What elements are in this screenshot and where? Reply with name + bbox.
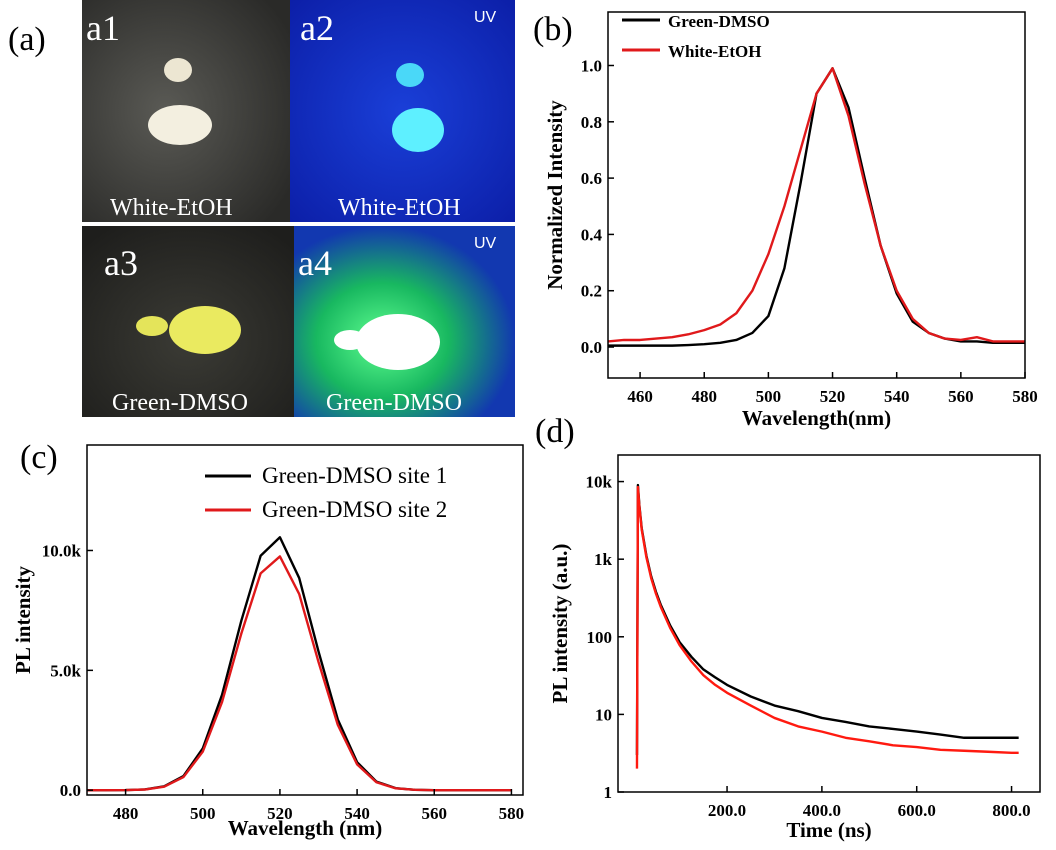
series-line [608, 67, 1025, 343]
sample [136, 316, 168, 336]
series-line [87, 536, 512, 792]
x-tick-label: 520 [820, 387, 846, 406]
photo-panel: (a) a1 White-EtOH a2 UV White-EtOH a3 Gr… [8, 0, 515, 417]
x-tick-label: 480 [691, 387, 717, 406]
y-axis-label: PL intensity [11, 566, 35, 674]
tile-id: a1 [86, 8, 120, 48]
x-tick-label: 460 [627, 387, 653, 406]
sample [334, 330, 366, 350]
y-tick-label: 100 [587, 628, 613, 647]
legend-label: Green-DMSO site 2 [262, 497, 447, 522]
panel-label: (a) [8, 21, 46, 58]
x-tick-label: 480 [113, 804, 139, 823]
x-axis-label: Time (ns) [786, 818, 871, 842]
tile-id: a3 [104, 243, 138, 283]
x-axis-label: Wavelength (nm) [228, 816, 383, 840]
x-tick-label: 580 [499, 804, 525, 823]
series-line [635, 485, 1019, 769]
x-tick-label: 580 [1012, 387, 1038, 406]
y-tick-label: 10.0k [42, 541, 82, 560]
x-tick-label: 400.0 [803, 801, 841, 820]
y-tick-label: 0.4 [581, 225, 603, 244]
tile-id: a2 [300, 8, 334, 48]
x-tick-label: 800.0 [992, 801, 1030, 820]
legend-label: White-EtOH [668, 42, 762, 61]
series-line [608, 67, 1025, 347]
x-tick-label: 560 [948, 387, 974, 406]
tile-tag: UV [474, 9, 497, 26]
chart: 200.0 400.0 600.0 800.0 1 10 100 1k 10k Time (ns)… [535, 413, 1041, 842]
x-tick-label: 600.0 [898, 801, 936, 820]
panel-label: (d) [535, 413, 575, 450]
chart: 460 480 500 520 540 560 580 0.0 0.2 0.4 0.6 0.8 1.0 W… [533, 11, 1038, 430]
tile-tag: UV [474, 235, 497, 252]
y-tick-label: 0.8 [581, 113, 602, 132]
y-tick-label: 1k [594, 550, 613, 569]
chart: 480 500 520 540 560 580 0.0 5.0k 10.0k Wavelength… [11, 439, 524, 840]
sample [396, 63, 424, 87]
x-tick-label: 540 [344, 804, 370, 823]
x-tick-label: 500 [190, 804, 216, 823]
series-line [87, 555, 512, 792]
series-line [635, 483, 1019, 755]
legend-label: Green-DMSO [668, 12, 770, 31]
sample [392, 108, 444, 152]
y-tick-label: 0.0 [581, 338, 602, 357]
sample [356, 314, 440, 370]
tile-caption: Green-DMSO [112, 390, 248, 416]
y-tick-label: 10k [586, 473, 613, 492]
y-axis-label: PL intensity (a.u.) [548, 544, 572, 704]
legend-label: Green-DMSO site 1 [262, 463, 447, 488]
photo [290, 0, 515, 222]
y-tick-label: 0.0 [60, 781, 81, 800]
plot-frame [607, 11, 1026, 379]
x-tick-label: 520 [267, 804, 293, 823]
y-tick-label: 1.0 [581, 56, 602, 75]
tile-id: a4 [298, 243, 332, 283]
panel-label: (b) [533, 11, 573, 48]
y-axis-label: Normalized Intensity [543, 100, 567, 290]
tile-caption: White-EtOH [110, 195, 233, 221]
y-tick-label: 0.2 [581, 282, 602, 301]
sample [164, 58, 192, 82]
y-tick-label: 5.0k [50, 661, 81, 680]
tile-caption: White-EtOH [338, 195, 461, 221]
x-tick-label: 500 [756, 387, 782, 406]
x-tick-label: 540 [884, 387, 910, 406]
sample [169, 306, 241, 354]
y-tick-label: 1 [604, 783, 613, 802]
tile-caption: Green-DMSO [326, 390, 462, 416]
x-axis-label: Wavelength(nm) [742, 406, 891, 430]
plot-frame [86, 444, 524, 796]
x-tick-label: 200.0 [708, 801, 746, 820]
plot-frame [617, 454, 1041, 793]
x-tick-label: 560 [422, 804, 448, 823]
y-tick-label: 0.6 [581, 169, 602, 188]
y-tick-label: 10 [595, 705, 612, 724]
panel-label: (c) [20, 439, 58, 476]
sample [148, 105, 212, 145]
